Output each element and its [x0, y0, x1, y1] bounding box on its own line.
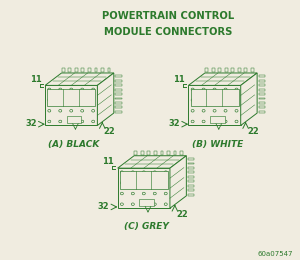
- Bar: [188, 162, 194, 164]
- Bar: [210, 116, 224, 123]
- Polygon shape: [170, 156, 186, 208]
- Bar: [141, 151, 144, 155]
- Bar: [244, 68, 247, 73]
- Bar: [118, 168, 170, 208]
- Bar: [115, 84, 122, 86]
- Text: MODULE CONNECTORS: MODULE CONNECTORS: [104, 27, 232, 37]
- Bar: [115, 111, 122, 113]
- Text: (A) BLACK: (A) BLACK: [48, 140, 100, 149]
- Bar: [115, 98, 122, 100]
- Bar: [174, 151, 176, 155]
- Text: 32: 32: [169, 119, 180, 128]
- Text: (B) WHITE: (B) WHITE: [192, 140, 243, 149]
- Text: POWERTRAIN CONTROL: POWERTRAIN CONTROL: [102, 11, 234, 21]
- Bar: [259, 75, 265, 77]
- Text: 11: 11: [30, 75, 41, 84]
- Bar: [259, 111, 265, 113]
- Bar: [259, 107, 265, 108]
- Bar: [259, 93, 265, 95]
- Polygon shape: [98, 73, 114, 126]
- Bar: [180, 151, 183, 155]
- Text: 22: 22: [104, 127, 116, 136]
- Bar: [75, 68, 78, 73]
- Bar: [108, 68, 110, 73]
- Text: (C) GREY: (C) GREY: [124, 223, 169, 231]
- Bar: [188, 171, 194, 173]
- Bar: [259, 84, 265, 86]
- Bar: [188, 85, 241, 126]
- Bar: [259, 89, 265, 90]
- Bar: [115, 102, 122, 104]
- Text: 32: 32: [25, 119, 37, 128]
- Bar: [115, 80, 122, 82]
- Bar: [115, 75, 122, 77]
- Text: 11: 11: [102, 158, 114, 166]
- Bar: [188, 180, 194, 182]
- Text: 11: 11: [173, 75, 185, 84]
- Bar: [188, 194, 194, 196]
- Bar: [212, 68, 214, 73]
- Polygon shape: [241, 73, 257, 126]
- Bar: [188, 189, 194, 191]
- Bar: [167, 151, 170, 155]
- Bar: [94, 68, 97, 73]
- Bar: [225, 68, 228, 73]
- Bar: [188, 158, 194, 160]
- Bar: [154, 151, 157, 155]
- Bar: [115, 93, 122, 95]
- Bar: [190, 89, 238, 106]
- Text: 22: 22: [247, 127, 259, 136]
- Bar: [238, 68, 241, 73]
- Bar: [231, 68, 234, 73]
- Bar: [259, 102, 265, 104]
- Bar: [67, 116, 81, 123]
- Bar: [134, 151, 137, 155]
- Bar: [148, 151, 150, 155]
- Bar: [259, 80, 265, 82]
- Polygon shape: [188, 73, 257, 85]
- Polygon shape: [118, 156, 186, 168]
- Bar: [45, 85, 98, 126]
- Bar: [139, 199, 154, 206]
- Bar: [101, 68, 104, 73]
- Bar: [259, 98, 265, 100]
- Bar: [120, 171, 168, 189]
- Bar: [188, 185, 194, 187]
- Bar: [160, 151, 163, 155]
- Bar: [88, 68, 91, 73]
- Bar: [251, 68, 254, 73]
- Bar: [62, 68, 64, 73]
- Text: 60a07547: 60a07547: [258, 251, 293, 257]
- Bar: [115, 89, 122, 90]
- Bar: [218, 68, 221, 73]
- Bar: [115, 107, 122, 108]
- Text: 32: 32: [98, 202, 109, 211]
- Polygon shape: [45, 73, 114, 85]
- Bar: [188, 176, 194, 178]
- Bar: [205, 68, 208, 73]
- Bar: [188, 167, 194, 169]
- Bar: [47, 89, 95, 106]
- Bar: [68, 68, 71, 73]
- Bar: [82, 68, 84, 73]
- Text: 22: 22: [176, 210, 188, 219]
